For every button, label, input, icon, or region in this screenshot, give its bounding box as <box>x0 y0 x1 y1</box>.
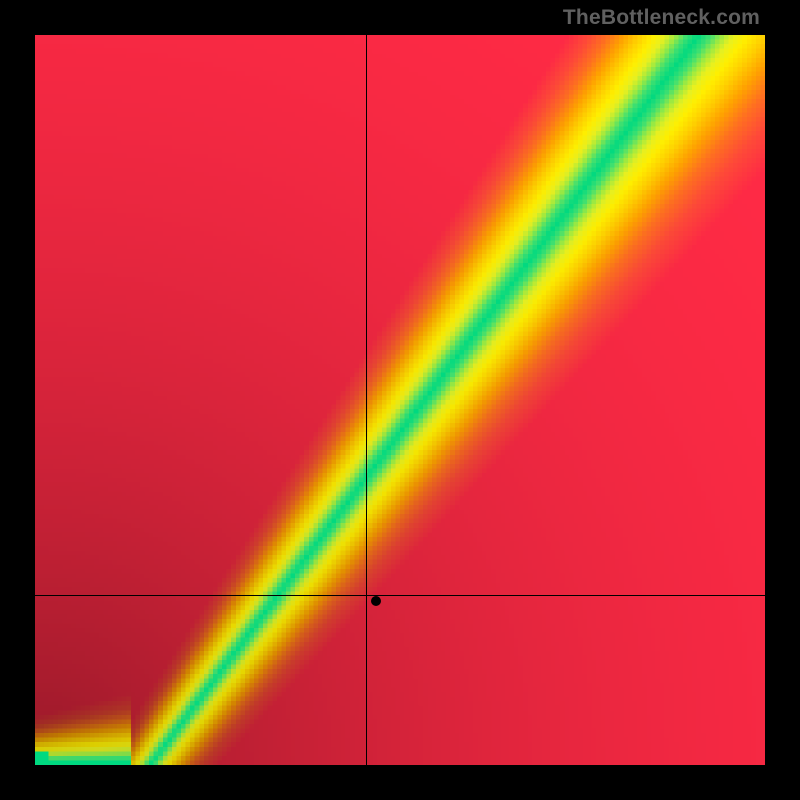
plot-area <box>35 35 765 765</box>
chart-container: TheBottleneck.com <box>0 0 800 800</box>
data-point-marker <box>371 596 381 606</box>
crosshair-horizontal <box>35 595 765 596</box>
crosshair-vertical <box>366 35 367 765</box>
watermark-text: TheBottleneck.com <box>563 6 760 30</box>
heatmap-canvas <box>35 35 765 765</box>
